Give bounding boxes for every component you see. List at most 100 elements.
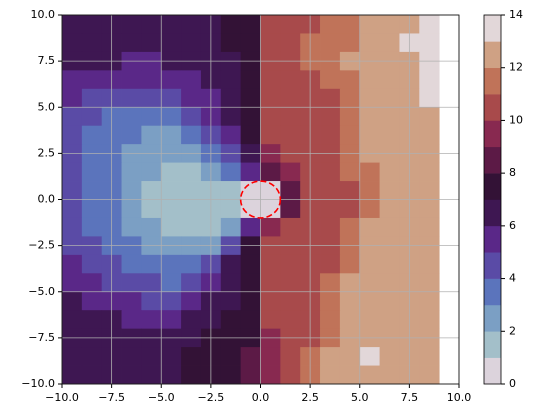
- contour-cell: [62, 273, 83, 293]
- contour-cell: [419, 15, 440, 34]
- circle-annotation: [239, 180, 282, 219]
- contour-cell: [280, 254, 301, 274]
- contour-cell: [359, 33, 380, 53]
- y-tick-label: 5.0: [38, 100, 56, 113]
- contour-cell: [320, 15, 341, 34]
- colorbar-band: [484, 199, 501, 227]
- x-tick-label: −10.0: [45, 391, 79, 404]
- contour-cell: [220, 125, 242, 145]
- contour-cell: [359, 217, 380, 237]
- contour-cell: [121, 107, 142, 127]
- contour-cell: [161, 107, 182, 127]
- contour-cell: [240, 33, 261, 53]
- contour-cell: [320, 162, 341, 182]
- contour-cell: [161, 347, 182, 366]
- colorbar-band: [484, 357, 501, 385]
- contour-cell: [141, 15, 162, 34]
- contour-cell: [240, 217, 261, 237]
- contour-cell: [181, 347, 202, 366]
- colorbar-band: [484, 41, 501, 69]
- contour-cell: [280, 347, 301, 366]
- contour-cell: [320, 254, 341, 274]
- contour-cell: [280, 70, 301, 90]
- contour-cell: [320, 217, 341, 237]
- contour-cell: [220, 88, 242, 108]
- contour-cell: [62, 199, 83, 219]
- colorbar-band: [484, 15, 501, 42]
- contour-cell: [339, 347, 361, 366]
- contour-cell: [260, 254, 281, 274]
- contour-cell: [419, 291, 440, 311]
- contour-cell: [379, 107, 400, 127]
- contour-cell: [339, 310, 361, 330]
- colorbar-frame: [483, 14, 502, 385]
- contour-cell: [62, 33, 83, 53]
- y-tick-label: 0.0: [38, 193, 56, 206]
- contour-cell: [240, 125, 261, 145]
- contour-cell: [181, 365, 202, 385]
- contour-cell: [220, 291, 242, 311]
- contour-cell: [220, 70, 242, 90]
- y-tick-label: −7.5: [28, 331, 55, 344]
- contour-cell: [260, 88, 281, 108]
- contour-cell: [141, 254, 162, 274]
- contour-cell: [141, 70, 162, 90]
- contour-cell: [320, 199, 341, 219]
- colorbar-band: [484, 173, 501, 200]
- colorbar-tick-label: 6: [509, 219, 516, 232]
- contour-cell: [81, 365, 103, 385]
- contour-cell: [320, 365, 341, 385]
- y-tick-label: 7.5: [38, 54, 56, 67]
- contour-cell: [181, 310, 202, 330]
- contour-cell: [81, 273, 103, 293]
- contour-cell: [379, 70, 400, 90]
- contour-cell: [62, 365, 83, 385]
- contour-cell: [379, 162, 400, 182]
- colorbar-band: [484, 331, 501, 358]
- contour-cell: [419, 347, 440, 366]
- contour-cell: [240, 88, 261, 108]
- contour-cell: [161, 125, 182, 145]
- contour-cell: [81, 199, 103, 219]
- contour-cell: [260, 217, 281, 237]
- x-tick-label: 5.0: [351, 391, 369, 404]
- contour-cell: [161, 181, 182, 200]
- contour-cell: [181, 88, 202, 108]
- contour-cell: [320, 347, 341, 366]
- contour-cell: [220, 365, 242, 385]
- colorbar-tick-label: 4: [509, 272, 516, 285]
- contour-cell: [280, 88, 301, 108]
- contour-cell: [121, 70, 142, 90]
- contour-cell: [62, 162, 83, 182]
- contour-cell: [181, 125, 202, 145]
- colorbar-band: [484, 120, 501, 148]
- contour-cell: [359, 107, 380, 127]
- contour-cell: [141, 33, 162, 53]
- y-tick-label: −2.5: [28, 239, 55, 252]
- contour-cell: [81, 217, 103, 237]
- contour-cell: [379, 365, 400, 385]
- contour-cell: [141, 310, 162, 330]
- colorbar-tick-label: 10: [509, 113, 523, 126]
- colorbar-band: [484, 94, 501, 121]
- contour-cell: [62, 125, 83, 145]
- contour-cell: [141, 107, 162, 127]
- colorbar-band: [484, 304, 501, 332]
- contour-cell: [161, 291, 182, 311]
- contour-cell: [220, 107, 242, 127]
- contour-cell: [121, 199, 142, 219]
- contour-cell: [121, 291, 142, 311]
- contour-cell: [280, 181, 301, 200]
- contour-cell: [260, 365, 281, 385]
- contour-cell: [280, 365, 301, 385]
- contour-cell: [141, 88, 162, 108]
- contour-cell: [240, 365, 261, 385]
- contour-cell: [141, 162, 162, 182]
- contour-cell: [339, 254, 361, 274]
- contour-cell: [280, 291, 301, 311]
- contour-cell: [62, 88, 83, 108]
- contour-cell: [419, 88, 440, 108]
- contour-cell: [81, 347, 103, 366]
- contour-cell: [339, 107, 361, 127]
